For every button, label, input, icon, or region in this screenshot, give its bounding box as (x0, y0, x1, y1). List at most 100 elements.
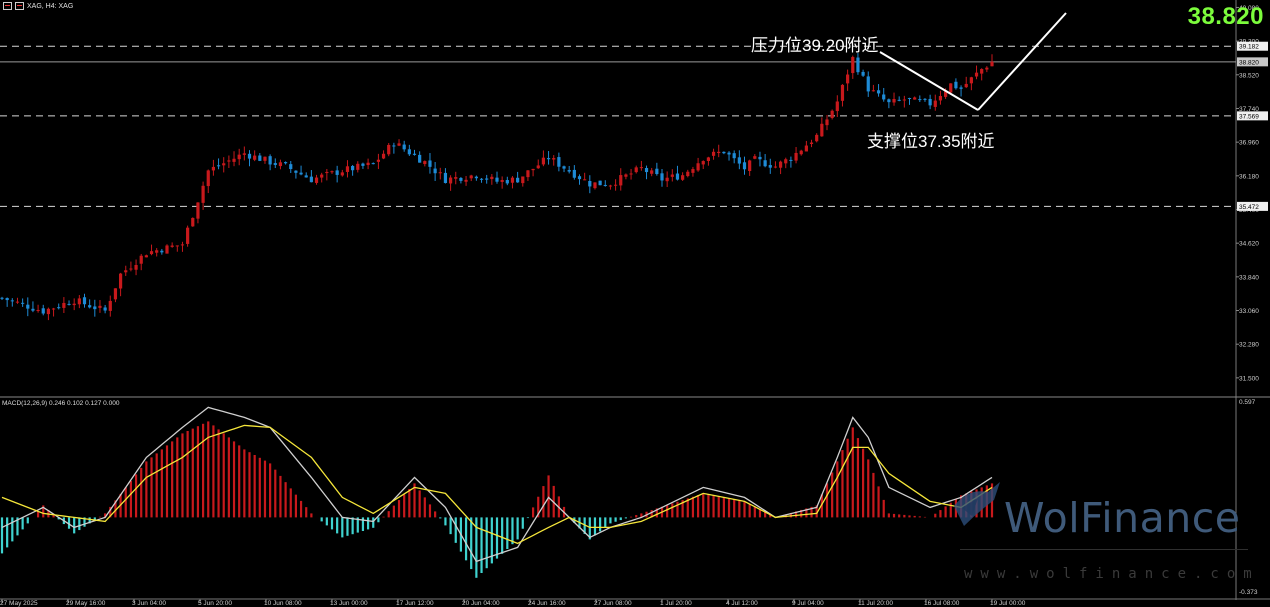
macd-histogram-bar (52, 514, 55, 518)
candle-body (526, 170, 530, 178)
macd-histogram-bar (428, 504, 432, 518)
candle-body (289, 164, 293, 170)
macd-histogram-bar (227, 437, 230, 518)
candle-body (536, 165, 540, 169)
macd-histogram-bar (238, 445, 241, 518)
macd-histogram-bar (114, 500, 117, 518)
macd-histogram-bar (903, 514, 906, 518)
macd-histogram-bar (671, 503, 674, 518)
macd-histogram-bar (21, 517, 24, 530)
x-tick-label: 27 Jun 08:00 (594, 600, 632, 607)
macd-histogram-bar (263, 460, 267, 518)
resistance-annotation: 压力位39.20附近 (751, 36, 879, 55)
candle-body (650, 170, 654, 174)
level-label: 38.820 (1239, 59, 1259, 66)
macd-histogram-bar (727, 498, 731, 518)
macd-histogram-bar (423, 497, 426, 518)
macd-histogram-bar (877, 486, 880, 518)
candle-body (799, 150, 803, 155)
macd-histogram-bar (356, 517, 359, 533)
macd-histogram-bar (490, 517, 493, 564)
candle-body (706, 157, 711, 161)
x-tick-label: 24 Jun 16:00 (528, 600, 566, 607)
macd-histogram-bar (604, 517, 607, 528)
macd-histogram-bar (341, 517, 344, 538)
candle-body (675, 173, 680, 180)
macd-histogram-bar (856, 438, 860, 518)
macd-histogram-bar (93, 517, 96, 521)
candle-body (820, 123, 824, 137)
candle-body (108, 300, 112, 311)
macd-histogram-bar (655, 508, 658, 518)
macd-histogram-bar (815, 505, 818, 518)
candle-body (902, 99, 906, 101)
candle-body (320, 174, 324, 178)
macd-histogram-bar (129, 480, 133, 518)
candle-body (41, 308, 45, 314)
candle-body (103, 307, 107, 311)
macd-histogram-bar (403, 494, 406, 518)
candle-body (309, 176, 313, 183)
candle-body (583, 179, 587, 181)
candle-body (232, 158, 236, 162)
candle-body (392, 145, 396, 147)
macd-histogram-bar (201, 423, 205, 518)
chart-window-icon (3, 2, 12, 10)
candle-body (36, 309, 40, 311)
y-tick-label: 38.520 (1239, 72, 1259, 79)
macd-histogram-bar (16, 517, 19, 536)
macd-histogram-bar (913, 515, 916, 518)
macd-histogram-bar (593, 517, 597, 536)
candle-body (283, 162, 288, 164)
candle-body (670, 174, 674, 177)
trend-line-down (879, 51, 979, 111)
macd-histogram-bar (42, 505, 45, 518)
macd-histogram-bar (836, 461, 839, 518)
candle-body (804, 145, 808, 152)
macd-histogram-bar (176, 437, 179, 518)
macd-histogram-bar (289, 488, 292, 518)
macd-histogram-bar (743, 501, 746, 518)
macd-histogram-bar (599, 517, 602, 532)
candle-body (479, 178, 484, 180)
candle-body (562, 166, 566, 169)
macd-histogram-bar (196, 426, 200, 518)
candle-body (247, 153, 252, 159)
candle-body (876, 90, 881, 94)
candles-icon (15, 2, 24, 10)
candle-body (510, 177, 515, 183)
candle-body (180, 244, 185, 246)
macd-histogram-bar (934, 513, 937, 518)
macd-histogram-bar (764, 512, 767, 518)
candle-body (851, 57, 855, 74)
macd-histogram-bar (88, 517, 91, 524)
candle-body (31, 308, 35, 311)
macd-indicator-label: MACD(12,26,9) 0.246 0.102 0.127 0.000 (2, 400, 120, 407)
macd-histogram-bar (372, 517, 375, 528)
y-tick-label: 37.740 (1239, 106, 1259, 113)
candle-body (773, 166, 778, 168)
macd-histogram-bar (640, 513, 643, 518)
macd-histogram-bar (526, 517, 530, 519)
candle-body (830, 110, 834, 119)
candle-body (82, 297, 87, 305)
x-tick-label: 9 Jul 04:00 (792, 600, 824, 607)
macd-histogram-bar (583, 517, 586, 534)
candle-body (732, 153, 736, 159)
y-tick-label: 36.180 (1239, 173, 1259, 180)
macd-histogram-bar (820, 494, 823, 518)
candle-body (278, 162, 283, 167)
candle-body (139, 255, 143, 264)
x-tick-label: 3 Jun 04:00 (132, 600, 166, 607)
candle-body (691, 169, 695, 173)
candle-body (263, 156, 267, 161)
candle-body (402, 144, 406, 150)
candle-body (129, 268, 133, 270)
macd-histogram-bar (413, 483, 416, 518)
candle-body (624, 174, 628, 177)
candle-body (51, 308, 56, 310)
candle-body (969, 77, 973, 84)
candle-body (742, 162, 747, 170)
candle-body (572, 169, 576, 178)
